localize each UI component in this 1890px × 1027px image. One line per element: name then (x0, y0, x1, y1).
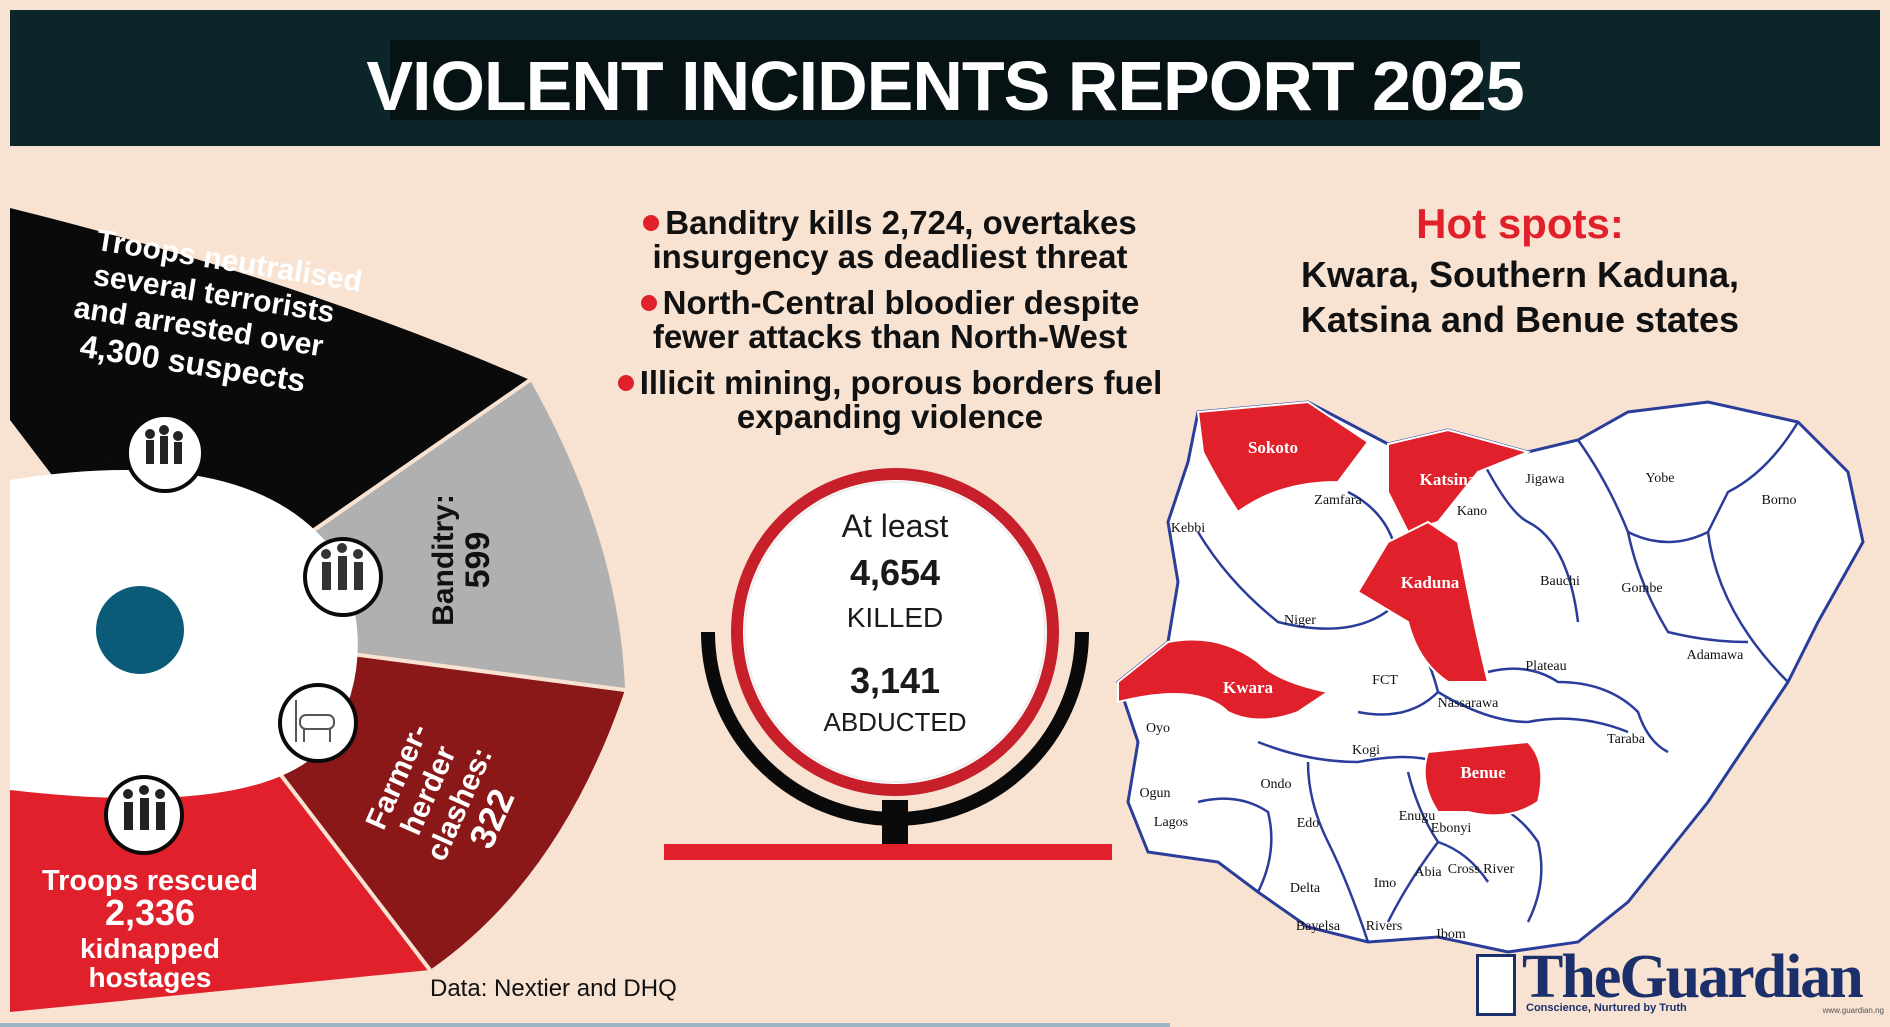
gauge-abducted-value: 3,141 (849, 660, 941, 701)
map-label-taraba: Taraba (1607, 732, 1646, 747)
map-label-gombe: Gombe (1621, 581, 1662, 596)
logo-tagline: Conscience, Nurtured by Truth (1526, 1002, 1687, 1014)
hub-center-dot (96, 586, 184, 674)
soldiers-icon (125, 413, 205, 493)
banditry-label: Banditry: (427, 494, 460, 626)
nigeria-map: Sokoto Katsina Kaduna Kwara Benue Zamfar… (1116, 400, 1865, 954)
wheel-hub (10, 470, 358, 799)
gauge-killed-label: KILLED (846, 602, 944, 633)
bullet-icon (640, 295, 657, 311)
map-label-ibom: Ibom (1436, 927, 1466, 942)
map-label-kogi: Kogi (1352, 743, 1380, 758)
troops-rescued-line-4: hostages (89, 962, 212, 993)
casualty-gauge (664, 468, 1112, 860)
map-label-jigawa: Jigawa (1526, 472, 1566, 487)
bullet-icon (643, 215, 660, 231)
bandits-icon (303, 537, 383, 617)
gauge-abducted-label: ABDUCTED (823, 707, 967, 737)
lamp-icon (1476, 954, 1516, 1016)
data-source: Data: Nextier and DHQ (430, 975, 677, 1002)
map-label-adamawa: Adamawa (1687, 648, 1745, 663)
map-label-imo: Imo (1374, 876, 1397, 891)
gauge-ring (731, 468, 1059, 796)
map-label-kwara: Kwara (1223, 678, 1274, 697)
headline-list: Banditry kills 2,724, overtakes insurgen… (590, 206, 1190, 446)
map-label-fct: FCT (1372, 673, 1398, 688)
header-bar: VIOLENT INCIDENTS REPORT 2025 (10, 10, 1880, 146)
hotspots-list: Kwara, Southern Kaduna, Katsina and Benu… (1240, 252, 1800, 342)
map-label-abia: Abia (1414, 865, 1442, 880)
gauge-stem (882, 800, 908, 844)
troops-rescued-line-3: kidnapped (80, 933, 220, 964)
map-label-benue: Benue (1460, 763, 1506, 782)
herder-cattle-icon (278, 683, 358, 763)
page-title: VIOLENT INCIDENTS REPORT 2025 (366, 47, 1524, 125)
map-label-ondo: Ondo (1260, 777, 1291, 792)
map-label-yobe: Yobe (1646, 471, 1675, 486)
map-state-benue (1423, 740, 1543, 817)
map-label-kano: Kano (1457, 504, 1487, 519)
headline-item: North-Central bloodier despite fewer att… (590, 286, 1190, 354)
headline-item: Banditry kills 2,724, overtakes insurgen… (590, 206, 1190, 274)
banditry-value: 599 (459, 532, 497, 589)
map-label-ogun: Ogun (1139, 786, 1170, 801)
bottom-divider (0, 1023, 1170, 1027)
map-label-cross-river: Cross River (1448, 862, 1515, 877)
map-state-kwara (1117, 638, 1331, 721)
hotspots-line: Kwara, Southern Kaduna, (1300, 254, 1740, 295)
hotspots-line: Katsina and Benue states (1300, 299, 1740, 340)
map-label-oyo: Oyo (1146, 721, 1170, 736)
map-label-borno: Borno (1762, 493, 1797, 508)
map-label-rivers: Rivers (1366, 919, 1403, 934)
hotspots-title: Hot spots: (1416, 200, 1624, 247)
hostages-icon (104, 775, 184, 855)
map-label-sokoto: Sokoto (1248, 438, 1298, 457)
gauge-killed-value: 4,654 (849, 552, 941, 593)
map-country-outline (1116, 400, 1865, 954)
map-label-edo: Edo (1297, 816, 1320, 831)
header-band (390, 40, 1480, 120)
map-label-nassarawa: Nassarawa (1438, 696, 1499, 711)
incident-wheel: Troops neutralised several terrorists an… (10, 208, 626, 1012)
map-label-bayelsa: Bayelsa (1296, 919, 1341, 934)
gauge-at-least: At least (841, 508, 949, 544)
map-state-sokoto (1196, 400, 1370, 514)
map-label-bauchi: Bauchi (1540, 574, 1580, 589)
map-label-kaduna: Kaduna (1401, 573, 1460, 592)
map-label-enugu: Enugu (1399, 809, 1436, 824)
map-label-plateau: Plateau (1525, 659, 1566, 674)
map-label-delta: Delta (1290, 881, 1321, 896)
headline-item: Illicit mining, porous borders fuel expa… (590, 366, 1190, 434)
troops-rescued-line-1: Troops rescued (42, 865, 258, 897)
map-state-borders (1196, 421, 1800, 943)
gauge-base (664, 844, 1112, 860)
guardian-logo: TheGuardian Conscience, Nurtured by Trut… (1476, 944, 1884, 1020)
map-state-katsina (1387, 428, 1532, 534)
map-label-kebbi: Kebbi (1171, 521, 1205, 536)
logo-wordmark: TheGuardian (1522, 943, 1864, 1011)
map-label-niger: Niger (1284, 613, 1316, 628)
map-label-ebonyi: Ebonyi (1431, 821, 1472, 836)
map-label-katsina: Katsina (1420, 470, 1477, 489)
logo-url: www.guardian.ng (1822, 1006, 1884, 1015)
gauge-ring-inner (744, 481, 1046, 783)
bullet-icon (617, 375, 634, 391)
troops-rescued-line-2: 2,336 (105, 892, 195, 933)
map-label-zamfara: Zamfara (1314, 493, 1362, 508)
map-state-kaduna (1356, 520, 1490, 683)
map-label-lagos: Lagos (1154, 815, 1188, 830)
